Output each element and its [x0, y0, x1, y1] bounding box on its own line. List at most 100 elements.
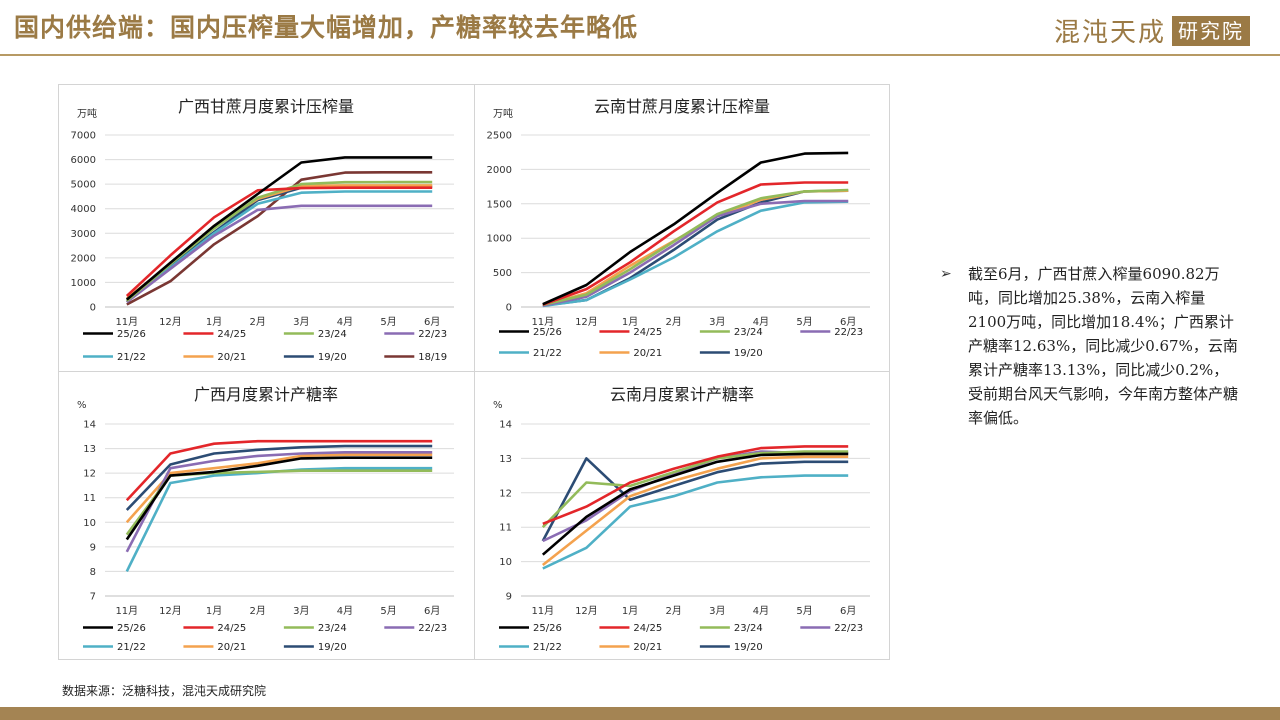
x-tick-label: 4月 [753, 605, 769, 617]
chart-unit-label: % [493, 400, 503, 411]
legend-label: 22/23 [834, 623, 863, 634]
series-line-24-25 [125, 186, 433, 297]
y-tick-label: 14 [499, 420, 512, 431]
summary-text: 截至6月，广西甘蔗入榨量6090.82万吨，同比增加25.38%，云南入榨量21… [968, 265, 1239, 427]
x-tick-label: 5月 [796, 605, 812, 617]
series-line-23-24 [541, 450, 849, 529]
y-tick-label: 11 [499, 523, 512, 534]
chart-title: 云南月度累计产糖率 [610, 385, 754, 404]
x-tick-label: 4月 [337, 605, 353, 617]
charts-divider-horizontal [58, 371, 890, 372]
summary-bullet: ➢ 截至6月，广西甘蔗入榨量6090.82万吨，同比增加25.38%，云南入榨量… [940, 262, 1240, 430]
legend-label: 25/26 [117, 623, 146, 634]
x-tick-label: 12月 [575, 316, 598, 328]
x-tick-label: 6月 [424, 316, 440, 328]
y-tick-label: 12 [499, 488, 512, 499]
legend-label: 24/25 [217, 623, 246, 634]
series-line-23-24 [125, 469, 433, 536]
x-tick-label: 12月 [159, 605, 182, 617]
y-tick-label: 9 [90, 542, 96, 553]
y-tick-label: 14 [83, 420, 96, 431]
x-tick-label: 5月 [380, 605, 396, 617]
legend-label: 21/22 [117, 352, 146, 363]
x-tick-label: 11月 [531, 605, 554, 617]
chart-title: 广西月度累计产糖率 [194, 385, 338, 404]
x-tick-label: 3月 [709, 316, 725, 328]
series-line-24-25 [542, 445, 849, 526]
legend-label: 23/24 [318, 623, 347, 634]
series-line-24-25 [542, 181, 849, 306]
x-tick-label: 2月 [666, 316, 682, 328]
brand-logo-box: 研究院 [1172, 15, 1250, 46]
series-line-20-21 [541, 455, 849, 567]
x-tick-label: 6月 [424, 605, 440, 617]
y-tick-label: 7 [90, 592, 96, 603]
y-tick-label: 13 [499, 454, 512, 465]
series-line-20-21 [125, 453, 433, 524]
x-tick-label: 2月 [250, 316, 266, 328]
chart-unit-label: % [77, 400, 87, 411]
y-tick-label: 2500 [487, 131, 512, 142]
y-tick-label: 11 [83, 493, 96, 504]
data-source-note: 数据来源：泛糖科技，混沌天成研究院 [62, 684, 267, 698]
x-tick-label: 4月 [337, 316, 353, 328]
chart-unit-label: 万吨 [493, 107, 513, 120]
x-tick-label: 11月 [115, 605, 138, 617]
legend-label: 24/25 [633, 327, 662, 338]
x-tick-label: 4月 [753, 316, 769, 328]
charts-divider-vertical [474, 84, 475, 660]
series-line-19-20 [125, 444, 433, 511]
y-tick-label: 2000 [71, 253, 96, 264]
legend-label: 25/26 [533, 327, 562, 338]
x-tick-label: 11月 [115, 316, 138, 328]
page-title: 国内供给端：国内压榨量大幅增加，产糖率较去年略低 [14, 13, 639, 42]
title-divider [0, 54, 1280, 56]
x-tick-label: 5月 [380, 316, 396, 328]
series-line-25-26 [125, 456, 433, 541]
series-line-23-24 [125, 180, 433, 302]
legend-label: 20/21 [633, 642, 662, 653]
y-tick-label: 9 [506, 592, 512, 603]
chart-guangxi-sugar-rate: 广西月度累计产糖率% 7 8 9 10 11 12 13 14 11月 12月 1月 2月 3月 4月 5月 6… [77, 385, 454, 653]
x-tick-label: 1月 [206, 605, 222, 617]
series-line-19-20 [125, 185, 433, 304]
legend-label: 22/23 [418, 623, 447, 634]
legend-label: 19/20 [318, 642, 347, 653]
footer-bar [0, 707, 1280, 720]
chart-title: 广西甘蔗月度累计压榨量 [178, 97, 354, 116]
legend-label: 19/20 [734, 642, 763, 653]
legend-label: 25/26 [533, 623, 562, 634]
chart-unit-label: 万吨 [77, 107, 97, 120]
y-tick-label: 0 [90, 303, 96, 314]
y-tick-label: 500 [493, 268, 512, 279]
x-tick-label: 3月 [709, 605, 725, 617]
x-tick-label: 2月 [666, 605, 682, 617]
x-tick-label: 2月 [250, 605, 266, 617]
y-tick-label: 10 [83, 518, 96, 529]
x-tick-label: 6月 [840, 605, 856, 617]
y-tick-label: 13 [83, 444, 96, 455]
legend-label: 22/23 [418, 329, 447, 340]
y-tick-label: 0 [506, 303, 512, 314]
y-tick-label: 1000 [71, 278, 96, 289]
y-tick-label: 2000 [487, 165, 512, 176]
series-line-21-22 [125, 466, 433, 572]
y-tick-label: 10 [499, 557, 512, 568]
series-line-22-23 [125, 451, 433, 553]
y-tick-label: 8 [90, 567, 96, 578]
x-tick-label: 11月 [531, 316, 554, 328]
chart-yunnan-sugar-rate: 云南月度累计产糖率% 9 10 11 12 13 14 11月 12月 1月 2月 3月 4月 5月 6月 2… [493, 385, 870, 653]
legend-label: 25/26 [117, 329, 146, 340]
chart-title: 云南甘蔗月度累计压榨量 [594, 97, 770, 116]
y-tick-label: 1000 [487, 234, 512, 245]
legend-label: 20/21 [217, 352, 246, 363]
legend-label: 21/22 [533, 642, 562, 653]
x-tick-label: 1月 [206, 316, 222, 328]
legend-label: 24/25 [633, 623, 662, 634]
x-tick-label: 1月 [622, 605, 638, 617]
legend-label: 23/24 [734, 623, 763, 634]
brand-logo: 混沌天成 研究院 [1054, 12, 1250, 49]
legend-label: 19/20 [318, 352, 347, 363]
